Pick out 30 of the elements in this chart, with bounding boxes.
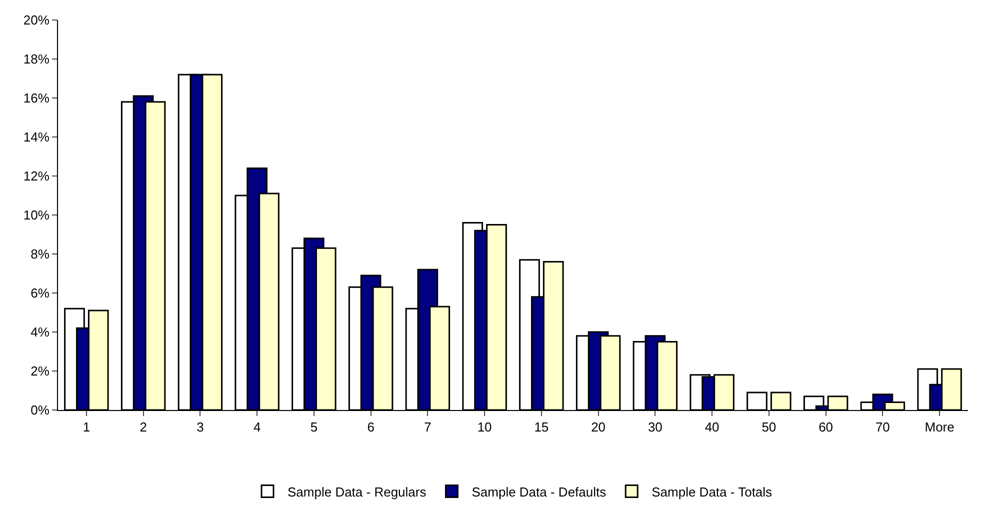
x-tick-label: 1 xyxy=(82,420,90,435)
legend-label: Sample Data - Totals xyxy=(652,484,773,500)
x-tick-label: 4 xyxy=(253,420,261,435)
y-tick-label: 2% xyxy=(30,364,50,379)
y-tick-label: 0% xyxy=(30,402,50,418)
y-tick-label: 6% xyxy=(30,286,50,301)
y-tick-label: 16% xyxy=(23,90,50,106)
x-tick-label: 15 xyxy=(534,420,549,435)
x-tick-label: 7 xyxy=(424,420,432,435)
y-tick-label: 12% xyxy=(23,168,50,184)
x-tick-label: 2 xyxy=(140,420,147,435)
y-tick-label: 8% xyxy=(30,246,50,262)
y-tick-label: 14% xyxy=(23,130,50,145)
x-tick-label: 5 xyxy=(310,420,318,435)
y-tick-label: 20% xyxy=(23,12,50,28)
x-tick-label: 10 xyxy=(477,420,492,435)
legend-label: Sample Data - Regulars xyxy=(288,484,427,500)
x-tick-label: More xyxy=(924,420,954,435)
x-tick-label: 60 xyxy=(818,420,834,435)
x-tick-label: 50 xyxy=(762,420,776,435)
x-tick-label: 70 xyxy=(875,420,890,435)
x-tick-label: 6 xyxy=(367,420,374,435)
y-tick-label: 18% xyxy=(23,52,50,67)
y-tick-label: 10% xyxy=(23,208,50,223)
x-tick-label: 40 xyxy=(704,420,720,435)
x-tick-label: 20 xyxy=(591,420,606,435)
x-tick-label: 3 xyxy=(196,420,204,435)
y-tick-label: 4% xyxy=(30,324,50,340)
legend-label: Sample Data - Defaults xyxy=(472,484,607,500)
x-tick-label: 30 xyxy=(648,420,662,435)
